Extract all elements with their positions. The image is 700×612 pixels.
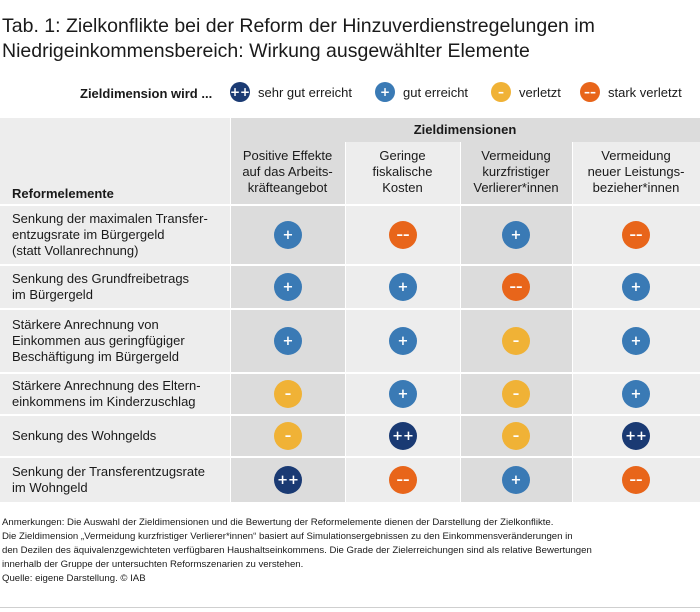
legend-label: Zieldimension wird ... xyxy=(80,86,213,101)
bottom-rule xyxy=(0,607,700,608)
legend-item-good: + gut erreicht xyxy=(375,82,468,102)
rating-badge: + xyxy=(274,327,302,355)
rating-badge: ++ xyxy=(622,422,650,450)
source-line: Quelle: eigene Darstellung. © IAB xyxy=(2,573,146,584)
row-label: Senkung der maximalen Transfer-entzugsra… xyxy=(12,211,208,258)
note-line: innerhalb der Gruppe der untersuchten Re… xyxy=(2,559,304,570)
divider xyxy=(0,456,700,458)
legend-text: sehr gut erreicht xyxy=(258,84,352,100)
rating-badge: + xyxy=(622,273,650,301)
column-header-new-recipients: Vermeidung neuer Leistungs- bezieher*inn… xyxy=(587,148,685,195)
row-label: Stärkere Anrechnung des Eltern-einkommen… xyxy=(12,378,201,409)
row-label: Senkung der Transferentzugsrate im Wohnge… xyxy=(12,464,205,495)
note-line: den Dezilen des äquivalenzgewichteten ve… xyxy=(2,545,592,556)
divider xyxy=(230,118,231,502)
legend-symbol: – xyxy=(491,82,511,102)
rating-badge: + xyxy=(502,221,530,249)
legend-text: stark verletzt xyxy=(608,84,682,100)
table-title: Tab. 1: Zielkonflikte bei der Reform der… xyxy=(2,15,595,62)
rating-badge: – xyxy=(502,422,530,450)
divider xyxy=(345,142,346,502)
rating-badge: –– xyxy=(389,221,417,249)
legend-text: verletzt xyxy=(519,84,561,100)
legend-symbol: ++ xyxy=(230,82,250,102)
divider xyxy=(0,372,700,374)
legend-item-strongly-violated: –– stark verletzt xyxy=(580,82,682,102)
column-header-labor-supply: Positive Effekte auf das Arbeits- kräfte… xyxy=(242,148,333,195)
divider xyxy=(0,204,700,206)
rating-badge: + xyxy=(274,273,302,301)
rating-badge: – xyxy=(502,327,530,355)
rating-badge: –– xyxy=(389,466,417,494)
column-header-short-term-losers: Vermeidung kurzfristiger Verlierer*innen xyxy=(473,148,559,195)
legend-item-violated: – verletzt xyxy=(491,82,561,102)
note-line: Anmerkungen: Die Auswahl der Zieldimensi… xyxy=(2,517,554,528)
column-header-fiscal-costs: Geringe fiskalische Kosten xyxy=(372,148,433,195)
rating-badge: –– xyxy=(622,221,650,249)
note-line: Die Zieldimension „Vermeidung kurzfristi… xyxy=(2,531,573,542)
rating-badge: – xyxy=(502,380,530,408)
assessment-table: Zieldimensionen Reformelemente Positive … xyxy=(0,118,700,502)
rating-badge: ++ xyxy=(274,466,302,494)
rating-badge: – xyxy=(274,422,302,450)
footnotes: Anmerkungen: Die Auswahl der Zieldimensi… xyxy=(2,516,698,586)
rating-badge: + xyxy=(389,327,417,355)
rating-badge: – xyxy=(274,380,302,408)
divider xyxy=(0,308,700,310)
divider xyxy=(0,414,700,416)
legend: Zieldimension wird ... ++ sehr gut errei… xyxy=(0,82,700,104)
rating-badge: + xyxy=(622,380,650,408)
divider xyxy=(460,142,461,502)
legend-text: gut erreicht xyxy=(403,84,469,100)
row-label: Senkung des Wohngelds xyxy=(12,428,157,443)
rating-badge: + xyxy=(389,273,417,301)
row-label: Stärkere Anrechnung von Einkommen aus ger… xyxy=(12,317,185,364)
group-header: Zieldimensionen xyxy=(230,118,700,142)
divider xyxy=(0,264,700,266)
rating-badge: –– xyxy=(622,466,650,494)
rating-badge: –– xyxy=(502,273,530,301)
legend-item-very-good: ++ sehr gut erreicht xyxy=(230,82,352,102)
legend-symbol: + xyxy=(375,82,395,102)
divider xyxy=(572,142,573,502)
row-header: Reformelemente xyxy=(12,186,114,201)
rating-badge: ++ xyxy=(389,422,417,450)
rating-badge: + xyxy=(502,466,530,494)
rating-badge: + xyxy=(274,221,302,249)
legend-symbol: –– xyxy=(580,82,600,102)
row-label: Senkung des Grundfreibetrags im Bürgergel… xyxy=(12,271,190,302)
rating-badge: + xyxy=(389,380,417,408)
rating-badge: + xyxy=(622,327,650,355)
